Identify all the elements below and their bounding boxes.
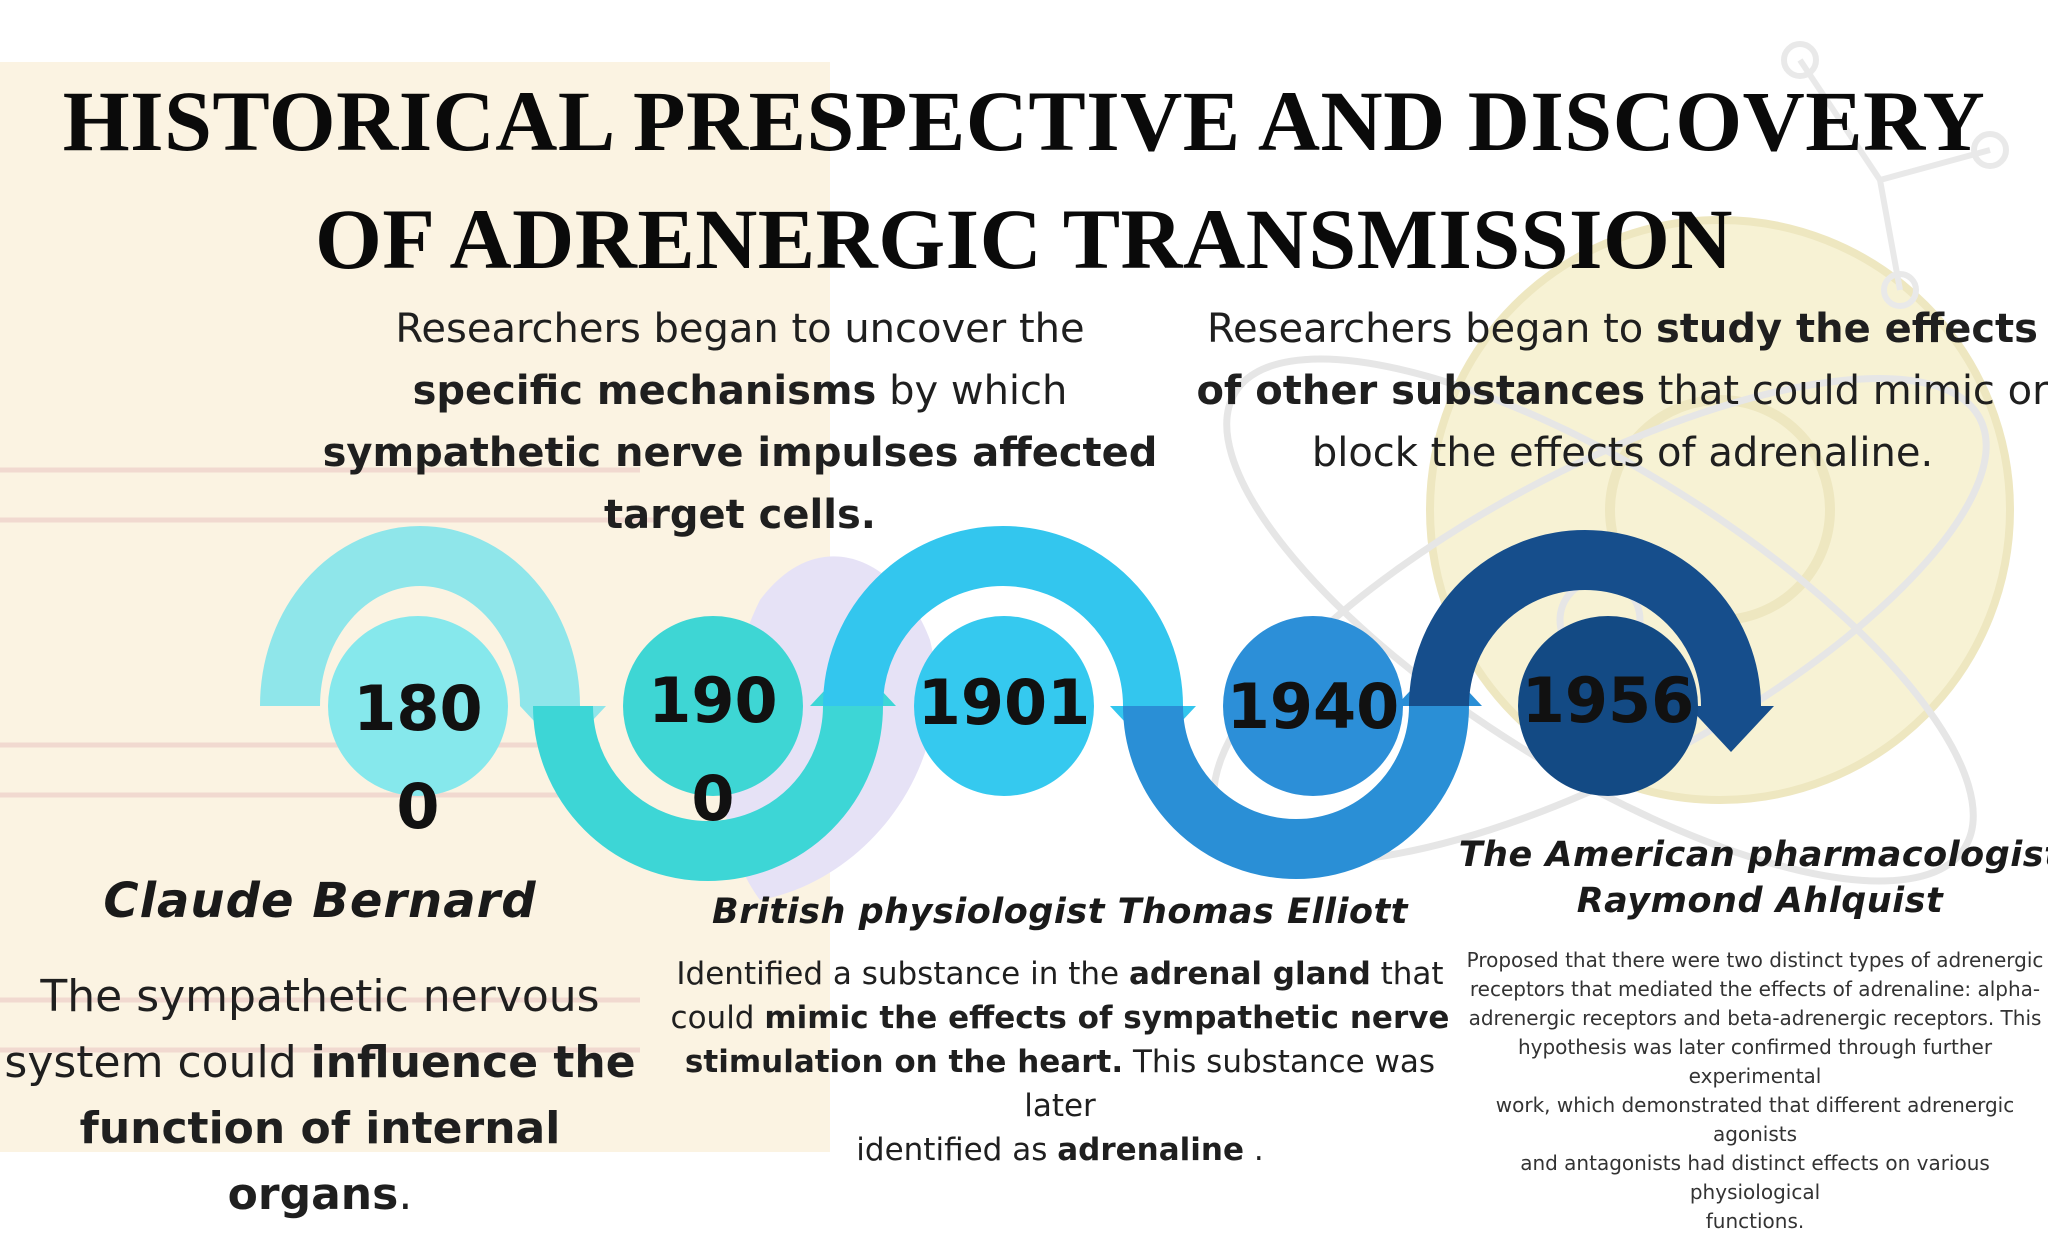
intro-left-line-3: sympathetic nerve impulses affected (300, 422, 1180, 484)
year-circle-1900 (623, 616, 803, 796)
ahlquist-line-7: functions. (1705, 1209, 1805, 1233)
title-line-1: HISTORICAL PRESPECTIVE AND DISCOVERY (62, 73, 1986, 169)
year-label-1940: 1940 (1226, 670, 1400, 743)
bernard-text-3: . (398, 1169, 413, 1220)
intro-right-bold-2: of other substances (1196, 368, 1646, 414)
intro-left-bold-2: sympathetic nerve impulses affected (322, 430, 1158, 476)
elliott-bold-3: stimulation on the heart. (684, 1044, 1124, 1080)
elliott-line-3: stimulation on the heart. This substance… (660, 1040, 1460, 1128)
elliott-text-6: . (1243, 1132, 1264, 1168)
faded-molecule-icon (1781, 41, 2009, 309)
intro-left-line-1: Researchers began to uncover the (395, 306, 1085, 352)
year-circle-1901 (914, 616, 1094, 796)
bernard-text-2: system could (4, 1037, 311, 1088)
timeline-graphic (260, 526, 1774, 881)
elliott-bold-2: mimic the effects of sympathetic nerve (764, 1000, 1450, 1036)
bernard-line-1: The sympathetic nervous (40, 971, 600, 1022)
elliott-text-4: This substance was later (1024, 1044, 1436, 1124)
intro-left-bold-3: target cells. (604, 492, 876, 538)
ahlquist-line-6: and antagonists had distinct effects on … (1520, 1151, 1990, 1204)
elliott-bold-4: adrenaline (1057, 1132, 1244, 1168)
year-label-1900: 190 0 (648, 664, 778, 835)
title-line-2: OF ADRENERGIC TRANSMISSION (315, 191, 1733, 287)
bernard-line-2: system could influence the (0, 1030, 640, 1096)
elliott-bold-1: adrenal gland (1128, 956, 1371, 992)
description-elliott: Identified a substance in the adrenal gl… (660, 952, 1460, 1172)
ahlquist-name-line-2: Raymond Ahlquist (1576, 881, 1944, 921)
intro-left-bold-1: specific mechanisms (412, 368, 877, 414)
scientist-name-ahlquist: The American pharmacologist Raymond Ahlq… (1440, 832, 2048, 924)
year-circle-1956 (1518, 616, 1698, 796)
arc-3-over (823, 526, 1183, 707)
elliott-line-4: identified as adrenaline . (660, 1128, 1460, 1172)
ahlquist-line-1: Proposed that there were two distinct ty… (1466, 948, 2044, 972)
intro-text-right: Researchers began to study the effects o… (1195, 298, 2048, 484)
intro-left-line-2: specific mechanisms by which (300, 360, 1180, 422)
ahlquist-line-5: work, which demonstrated that different … (1495, 1093, 2015, 1146)
description-bernard: The sympathetic nervous system could inf… (0, 964, 640, 1228)
arc-5-arrowhead-down (1688, 706, 1774, 752)
intro-right-bold-1: study the effects (1655, 306, 2038, 352)
elliott-line-1: Identified a substance in the adrenal gl… (660, 952, 1460, 996)
page-title: HISTORICAL PRESPECTIVE AND DISCOVERY OF … (40, 62, 2008, 298)
scientist-name-bernard: Claude Bernard (103, 873, 537, 929)
arc-5-over (1409, 530, 1761, 707)
arc-4-under (1123, 705, 1469, 879)
intro-text-left: Researchers began to uncover the specifi… (300, 298, 1180, 546)
bernard-bold-2: function of internal organs (79, 1103, 561, 1220)
year-label-1956: 1956 (1521, 664, 1695, 737)
year-label-1901: 1901 (917, 666, 1091, 739)
elliott-text-1: Identified a substance in the (676, 956, 1129, 992)
intro-right-line-3: block the effects of adrenaline. (1311, 430, 1934, 476)
year-label-1800: 180 0 (353, 672, 483, 843)
intro-right-text-1: Researchers began to (1207, 306, 1656, 352)
ahlquist-line-3: adrenergic receptors and beta-adrenergic… (1468, 1006, 2042, 1030)
intro-right-text-2: that could mimic or (1645, 368, 2048, 414)
elliott-text-5: identified as (856, 1132, 1058, 1168)
arc-2-under (533, 705, 883, 881)
intro-left-line-4: target cells. (300, 484, 1180, 546)
ahlquist-line-2: receptors that mediated the effects of a… (1469, 977, 2041, 1001)
elliott-line-2: could mimic the effects of sympathetic n… (660, 996, 1460, 1040)
year-circle-1800 (328, 616, 508, 796)
ahlquist-name-line-1: The American pharmacologist (1458, 835, 2048, 875)
intro-left-text-2: by which (876, 368, 1068, 414)
ahlquist-line-4: hypothesis was later confirmed through f… (1517, 1035, 1993, 1088)
elliott-text-2: that (1370, 956, 1444, 992)
notebook-paper-backdrop (0, 62, 830, 1152)
intro-right-line-2: of other substances that could mimic or (1195, 360, 2048, 422)
scientist-name-elliott: British physiologist Thomas Elliott (712, 892, 1408, 932)
bernard-bold-1: influence the (310, 1037, 636, 1088)
arc-1-over (260, 526, 580, 707)
notebook-lines (0, 467, 660, 1053)
year-circle-1940 (1223, 616, 1403, 796)
description-ahlquist: Proposed that there were two distinct ty… (1460, 946, 2048, 1236)
intro-right-line-1: Researchers began to study the effects (1195, 298, 2048, 360)
bernard-line-3: function of internal organs. (0, 1096, 640, 1228)
elliott-text-3: could (670, 1000, 765, 1036)
